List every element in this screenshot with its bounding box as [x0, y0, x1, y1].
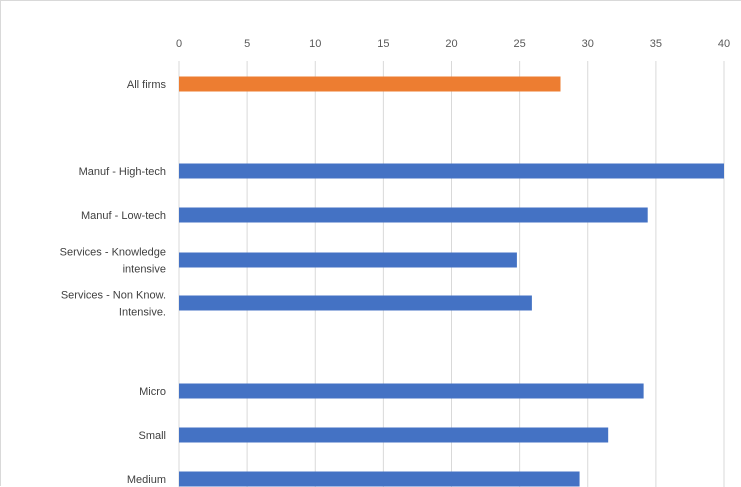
bar-0 — [179, 76, 561, 92]
category-label: Medium — [127, 474, 166, 486]
gridlines — [178, 61, 725, 487]
category-label: Manuf - Low-tech — [81, 210, 166, 222]
category-label: Micro — [139, 386, 166, 398]
category-label: intensive — [123, 264, 166, 276]
bars — [179, 76, 724, 487]
x-tick-label: 20 — [445, 38, 457, 50]
x-tick-label: 0 — [176, 38, 182, 50]
x-tick-label: 35 — [650, 38, 662, 50]
bar-4 — [179, 295, 532, 311]
bar-2 — [179, 207, 648, 223]
bar-1 — [179, 163, 724, 179]
x-tick-label: 30 — [582, 38, 594, 50]
x-axis-ticks: 0 5 10 15 20 25 30 35 40 — [176, 38, 730, 50]
category-label: Small — [138, 430, 166, 442]
bar-5 — [179, 383, 644, 399]
x-tick-label: 10 — [309, 38, 321, 50]
x-tick-label: 5 — [244, 38, 250, 50]
category-label: Services - Knowledge — [60, 247, 166, 259]
category-label: Manuf - High-tech — [79, 166, 166, 178]
x-tick-label: 25 — [514, 38, 526, 50]
category-labels: All firms Manuf - High-tech Manuf - Low-te… — [60, 79, 167, 486]
category-label: Services - Non Know. — [61, 290, 166, 302]
category-label: All firms — [127, 79, 167, 91]
bar-7 — [179, 471, 580, 487]
x-tick-label: 40 — [718, 38, 730, 50]
bar-6 — [179, 427, 609, 443]
bar-3 — [179, 252, 517, 268]
category-label: Intensive. — [119, 307, 166, 319]
x-tick-label: 15 — [377, 38, 389, 50]
